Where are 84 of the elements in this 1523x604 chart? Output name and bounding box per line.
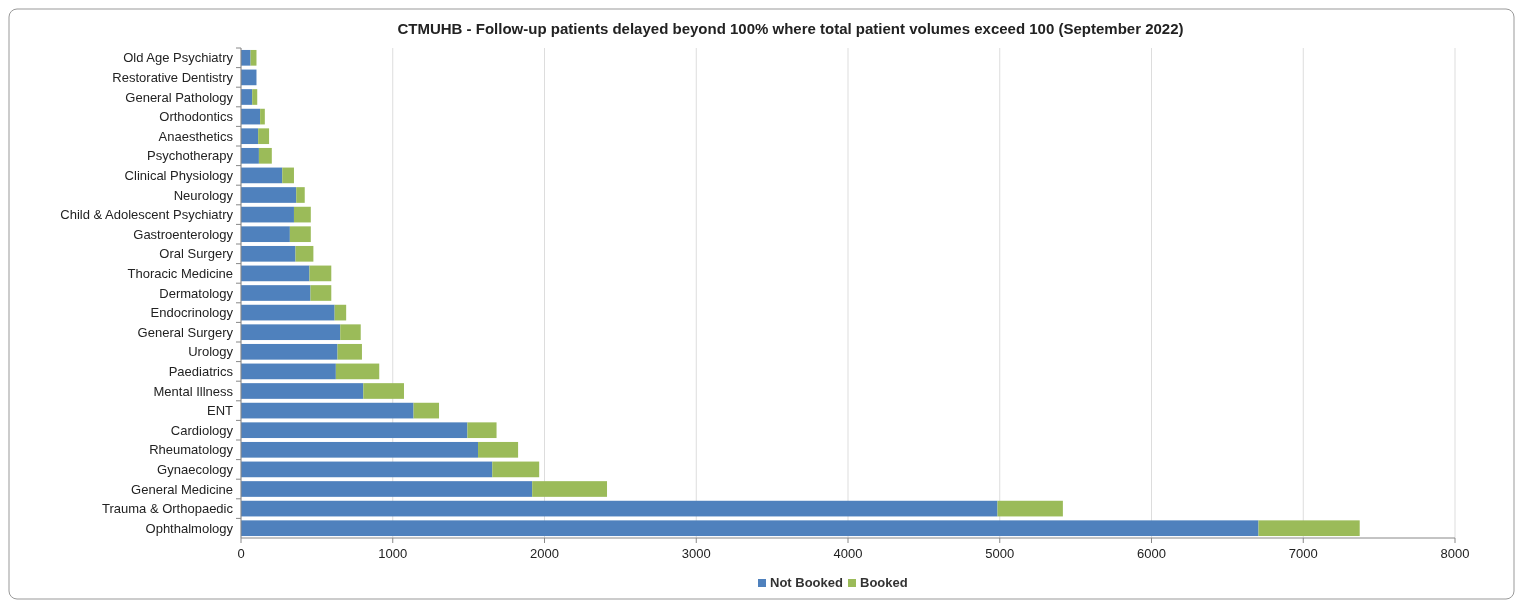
y-tick-label: Ophthalmology [145,520,234,536]
x-tick-label: 7000 [1288,546,1318,561]
bar [282,167,294,184]
bar [241,441,479,458]
legend-label: Not Booked [770,575,843,590]
y-tick-label: Restorative Dentistry [112,69,234,85]
bar [310,285,332,301]
bar [252,89,258,105]
bar [295,245,314,262]
bar [241,481,533,497]
bar [258,147,272,164]
x-tick-label: 0 [237,546,245,561]
bar [241,108,261,125]
x-tick-label: 3000 [681,546,711,561]
y-tick-label: Child & Adolescent Psychiatry [60,207,234,223]
y-tick-label: ENT [207,403,234,419]
bar [296,187,305,203]
bar [241,89,253,105]
bar [241,49,251,66]
chart-title: CTMUHB - Follow-up patients delayed beyond 100% where total patient volumes exceed 100 (September 2022) [397,20,1184,37]
bar [241,147,259,164]
bar [241,167,283,184]
bar [289,226,311,243]
y-tick-label: Gastroenterology [133,226,234,242]
bar [241,402,414,419]
bar [241,245,296,262]
bar [241,187,297,203]
bar [241,206,294,223]
y-tick-label: Thoracic Medicine [127,265,233,281]
y-tick-label: Neurology [173,187,234,203]
bar [241,422,468,439]
y-tick-label: Trauma & Orthopaedic [101,501,234,517]
y-tick-label: General Surgery [137,324,234,340]
bar [467,422,497,439]
y-tick-label: General Pathology [125,89,234,105]
x-tick-label: 1000 [378,546,408,561]
bar [241,324,341,341]
y-tick-label: Mental Illness [153,383,234,399]
x-tick-label: 5000 [985,546,1015,561]
bar [241,383,364,399]
y-tick-label: Cardiology [170,422,234,438]
bar [413,402,440,419]
bar [334,304,347,321]
bar [337,343,362,360]
y-tick-label: Endocrinology [150,305,234,321]
bar [241,304,335,321]
y-tick-label: Clinical Physiology [124,167,234,183]
bar [340,324,361,341]
bar [241,128,259,145]
bar [1258,520,1360,537]
y-tick-label: Urology [188,344,234,360]
bar [241,500,998,517]
y-tick-label: Rheumatology [149,442,234,458]
y-tick-label: General Medicine [131,481,233,497]
bar [478,441,519,458]
y-tick-label: Psychotherapy [147,148,234,164]
bar [260,108,265,125]
bar [241,520,1259,537]
x-tick-label: 4000 [833,546,863,561]
legend-label: Booked [860,575,908,590]
y-tick-label: Oral Surgery [159,246,234,262]
y-tick-label: Paediatrics [168,363,234,379]
y-tick-label: Orthodontics [159,109,234,125]
bar [241,461,493,478]
bar [241,226,290,243]
bar [241,265,310,282]
y-tick-label: Dermatology [159,285,234,301]
bar [241,285,311,301]
y-tick-label: Old Age Psychiatry [123,50,234,66]
y-tick-label: Anaesthetics [158,128,234,144]
bar [997,500,1063,517]
bar [532,481,608,497]
x-tick-label: 8000 [1440,546,1470,561]
y-tick-label: Gynaecology [157,461,234,477]
x-tick-label: 6000 [1137,546,1166,561]
bar [335,363,380,380]
bar [258,128,270,145]
x-tick-label: 2000 [530,546,559,561]
bar [293,206,311,223]
bar [492,461,540,478]
bar [241,343,338,360]
bar [241,363,336,380]
bar [363,383,404,399]
bar [309,265,332,282]
